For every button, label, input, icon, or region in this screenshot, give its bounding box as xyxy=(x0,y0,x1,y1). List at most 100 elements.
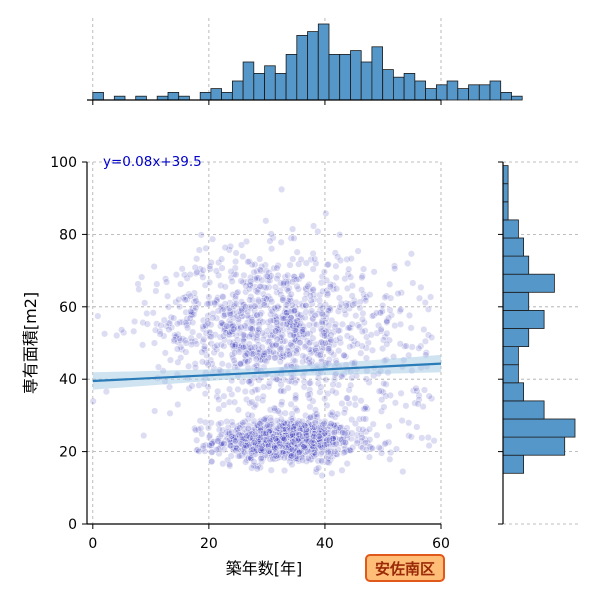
scatter-point xyxy=(270,404,278,412)
scatter-point xyxy=(248,388,256,396)
scatter-point xyxy=(405,419,413,427)
scatter-point xyxy=(233,444,241,452)
scatter-point xyxy=(248,398,256,406)
scatter-point xyxy=(265,447,273,455)
scatter-point xyxy=(230,325,238,333)
scatter-point xyxy=(207,259,215,267)
scatter-point xyxy=(420,326,428,334)
scatter-point xyxy=(296,339,304,347)
scatter-point xyxy=(205,293,213,301)
scatter-point xyxy=(402,342,410,350)
scatter-point xyxy=(402,402,410,410)
scatter-point xyxy=(365,453,373,461)
top-marginal-histogram xyxy=(87,18,523,105)
scatter-point xyxy=(166,356,174,364)
scatter-point xyxy=(138,273,146,281)
scatter-point xyxy=(340,409,348,417)
scatter-point xyxy=(201,390,209,398)
scatter-point xyxy=(289,255,297,263)
scatter-point xyxy=(317,457,325,465)
scatter-point xyxy=(299,456,307,464)
scatter-point xyxy=(260,429,268,437)
scatter-point xyxy=(328,469,336,477)
scatter-point xyxy=(351,394,359,402)
scatter-point xyxy=(143,309,151,317)
scatter-point xyxy=(359,426,367,434)
scatter-point xyxy=(280,280,288,288)
scatter-point xyxy=(266,426,274,434)
scatter-point xyxy=(302,302,310,310)
scatter-point xyxy=(292,395,300,403)
scatter-point xyxy=(256,311,264,319)
scatter-point xyxy=(289,278,297,286)
scatter-point xyxy=(299,352,307,360)
scatter-point xyxy=(284,271,292,279)
scatter-point xyxy=(357,349,365,357)
scatter-point xyxy=(377,325,385,333)
scatter-point xyxy=(342,439,350,447)
scatter-point xyxy=(214,437,222,445)
y-axis-title: 専有面積[m2] xyxy=(21,292,40,394)
scatter-point xyxy=(150,339,158,347)
scatter-point xyxy=(231,349,239,357)
top-hist-bar xyxy=(382,69,394,101)
scatter-point xyxy=(204,300,212,308)
scatter-point xyxy=(348,416,356,424)
scatter-point xyxy=(409,279,417,287)
scatter-point xyxy=(385,422,393,430)
scatter-point xyxy=(249,445,257,453)
scatter-point xyxy=(199,323,207,331)
scatter-point xyxy=(176,334,184,342)
scatter-point xyxy=(288,430,296,438)
scatter-point xyxy=(239,343,247,351)
right-hist-bar xyxy=(502,364,519,384)
scatter-point xyxy=(186,271,194,279)
scatter-point xyxy=(242,442,250,450)
top-hist-bar xyxy=(296,35,308,101)
scatter-point xyxy=(288,452,296,460)
scatter-point xyxy=(421,386,429,394)
top-hist-bar xyxy=(285,54,298,101)
scatter-point xyxy=(239,252,247,260)
scatter-point xyxy=(398,417,406,425)
scatter-point xyxy=(221,244,229,252)
scatter-point xyxy=(309,334,317,342)
scatter-point xyxy=(243,350,251,358)
scatter-point xyxy=(225,436,233,444)
scatter-point xyxy=(101,330,109,338)
scatter-point xyxy=(352,312,360,320)
scatter-point xyxy=(306,379,314,387)
scatter-point xyxy=(200,335,208,343)
scatter-point xyxy=(178,265,186,273)
scatter-point xyxy=(331,323,339,331)
scatter-point xyxy=(236,360,244,368)
right-hist-bar xyxy=(502,400,545,420)
scatter-point xyxy=(238,432,246,440)
scatter-point xyxy=(251,302,259,310)
scatter-point xyxy=(263,272,271,280)
scatter-point xyxy=(195,447,203,455)
scatter-point xyxy=(293,248,301,256)
scatter-point xyxy=(151,407,159,415)
scatter-point xyxy=(282,301,290,309)
scatter-point xyxy=(336,303,344,311)
scatter-point xyxy=(266,437,274,445)
scatter-point xyxy=(228,277,236,285)
scatter-point xyxy=(215,450,223,458)
scatter-point xyxy=(192,297,200,305)
scatter-point xyxy=(351,300,359,308)
scatter-point xyxy=(254,288,262,296)
scatter-point xyxy=(239,331,247,339)
scatter-point xyxy=(102,388,110,396)
scatter-point xyxy=(141,299,149,307)
scatter-point xyxy=(257,455,265,463)
top-hist-bar xyxy=(274,73,287,101)
scatter-point xyxy=(295,449,303,457)
scatter-point xyxy=(319,310,327,318)
scatter-point xyxy=(306,292,314,300)
top-hist-bar xyxy=(360,61,373,101)
scatter-point xyxy=(375,444,383,452)
scatter-point xyxy=(273,318,281,326)
right-hist-bar xyxy=(502,201,509,221)
scatter-point xyxy=(362,446,370,454)
